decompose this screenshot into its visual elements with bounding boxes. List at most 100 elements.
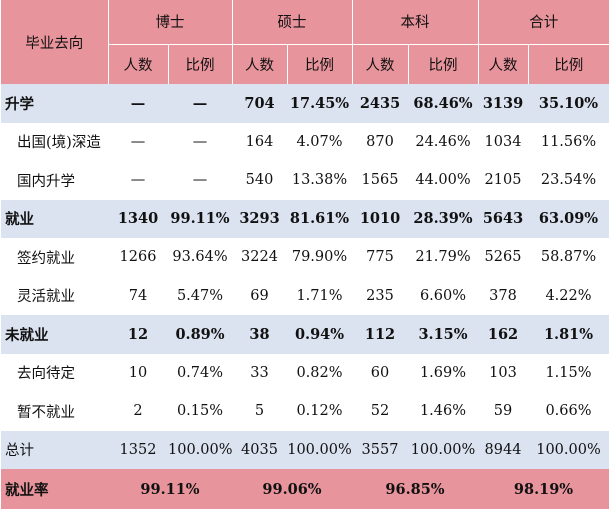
table-cell: 0.74% — [168, 353, 232, 392]
table-cell: 2435 — [352, 84, 408, 123]
table-cell: 35.10% — [528, 84, 609, 123]
table-cell: 1340 — [108, 199, 168, 238]
table-cell: 3.15% — [408, 315, 478, 354]
table-cell: 1352 — [108, 430, 168, 469]
table-cell: 24.46% — [408, 122, 478, 161]
header-group-phd: 博士 — [108, 0, 233, 44]
table-cell: 23.54% — [528, 161, 609, 200]
row-label: 国内升学 — [1, 161, 108, 200]
table-cell: 5643 — [478, 199, 528, 238]
table-cell: 69 — [232, 276, 287, 315]
table-cell: 1266 — [108, 238, 168, 277]
row-label: 未就业 — [1, 315, 108, 354]
table-cell: 1.15% — [528, 353, 609, 392]
table-cell: — — [108, 161, 168, 200]
table-cell: 5.47% — [168, 276, 232, 315]
table-cell: 4.22% — [528, 276, 609, 315]
rate-cell-bachelor: 96.85% — [352, 469, 478, 509]
header-group-master: 硕士 — [232, 0, 353, 44]
table-row-not-seeking: 暂不就业 2 0.15% 5 0.12% 52 1.46% 59 0.66% — [1, 392, 609, 431]
table-cell: — — [168, 161, 232, 200]
table-cell: 100.00% — [287, 430, 352, 469]
table-cell: 5265 — [478, 238, 528, 277]
table-cell: 1010 — [352, 199, 408, 238]
table-cell: 4.07% — [287, 122, 352, 161]
table-row-study-abroad: 出国(境)深造 — — 164 4.07% 870 24.46% 1034 11… — [1, 122, 609, 161]
header-sub-ratio: 比例 — [287, 43, 353, 84]
header-sub-count: 人数 — [232, 43, 288, 84]
table-cell: 4035 — [232, 430, 287, 469]
table-row-domestic-study: 国内升学 — — 540 13.38% 1565 44.00% 2105 23.… — [1, 161, 609, 200]
header-sub-ratio: 比例 — [528, 43, 609, 84]
row-label: 灵活就业 — [1, 276, 108, 315]
header-group-total: 合计 — [478, 0, 609, 44]
table-cell: — — [108, 84, 168, 123]
table-cell: 6.60% — [408, 276, 478, 315]
row-label: 签约就业 — [1, 238, 108, 277]
header-sub-count: 人数 — [108, 43, 169, 84]
header-sub-count: 人数 — [352, 43, 409, 84]
table-cell: 162 — [478, 315, 528, 354]
table-cell: 58.87% — [528, 238, 609, 277]
table-cell: 1.71% — [287, 276, 352, 315]
table-cell: 1.46% — [408, 392, 478, 431]
table-cell: 8944 — [478, 430, 528, 469]
table-cell: 1.69% — [408, 353, 478, 392]
rate-cell-total: 98.19% — [478, 469, 609, 509]
table-row-further-study: 升学 — — 704 17.45% 2435 68.46% 3139 35.10… — [1, 84, 609, 123]
table-cell: 100.00% — [168, 430, 232, 469]
row-label: 就业率 — [1, 469, 108, 509]
table-cell: 13.38% — [287, 161, 352, 200]
table-cell: 68.46% — [408, 84, 478, 123]
table-cell: 103 — [478, 353, 528, 392]
table-cell: 164 — [232, 122, 287, 161]
table-cell: 3557 — [352, 430, 408, 469]
table-cell: 235 — [352, 276, 408, 315]
row-label: 去向待定 — [1, 353, 108, 392]
table-cell: 59 — [478, 392, 528, 431]
table-cell: 11.56% — [528, 122, 609, 161]
table-cell: 5 — [232, 392, 287, 431]
row-label: 总计 — [1, 430, 108, 469]
table-cell: 21.79% — [408, 238, 478, 277]
table-cell: 38 — [232, 315, 287, 354]
table-cell: 33 — [232, 353, 287, 392]
table-cell: 3224 — [232, 238, 287, 277]
table-cell: 0.15% — [168, 392, 232, 431]
table-cell: 2105 — [478, 161, 528, 200]
table-row-employment: 就业 1340 99.11% 3293 81.61% 1010 28.39% 5… — [1, 199, 609, 238]
table-row-unemployed: 未就业 12 0.89% 38 0.94% 112 3.15% 162 1.81… — [1, 315, 609, 354]
table-cell: 1034 — [478, 122, 528, 161]
table-cell: 0.89% — [168, 315, 232, 354]
table-cell: 0.82% — [287, 353, 352, 392]
table-cell: 3139 — [478, 84, 528, 123]
table-cell: 44.00% — [408, 161, 478, 200]
table-row-pending: 去向待定 10 0.74% 33 0.82% 60 1.69% 103 1.15… — [1, 353, 609, 392]
table-body: 升学 — — 704 17.45% 2435 68.46% 3139 35.10… — [1, 84, 609, 509]
table-cell: 12 — [108, 315, 168, 354]
table-cell: 870 — [352, 122, 408, 161]
header-sub-ratio: 比例 — [408, 43, 479, 84]
table-cell: 112 — [352, 315, 408, 354]
table-cell: 17.45% — [287, 84, 352, 123]
table-cell: 1565 — [352, 161, 408, 200]
table-cell: 60 — [352, 353, 408, 392]
table-cell: 28.39% — [408, 199, 478, 238]
rate-cell-phd: 99.11% — [108, 469, 232, 509]
table-cell: 2 — [108, 392, 168, 431]
table-cell: — — [108, 122, 168, 161]
row-label: 就业 — [1, 199, 108, 238]
table-cell: 540 — [232, 161, 287, 200]
table-cell: — — [168, 122, 232, 161]
table-cell: 704 — [232, 84, 287, 123]
table-cell: 100.00% — [528, 430, 609, 469]
table-row-employment-rate: 就业率 99.11% 99.06% 96.85% 98.19% — [1, 469, 609, 509]
header-sub-count: 人数 — [478, 43, 529, 84]
table-row-contract-employment: 签约就业 1266 93.64% 3224 79.90% 775 21.79% … — [1, 238, 609, 277]
table-cell: — — [168, 84, 232, 123]
row-label: 升学 — [1, 84, 108, 123]
table-cell: 93.64% — [168, 238, 232, 277]
table-cell: 52 — [352, 392, 408, 431]
